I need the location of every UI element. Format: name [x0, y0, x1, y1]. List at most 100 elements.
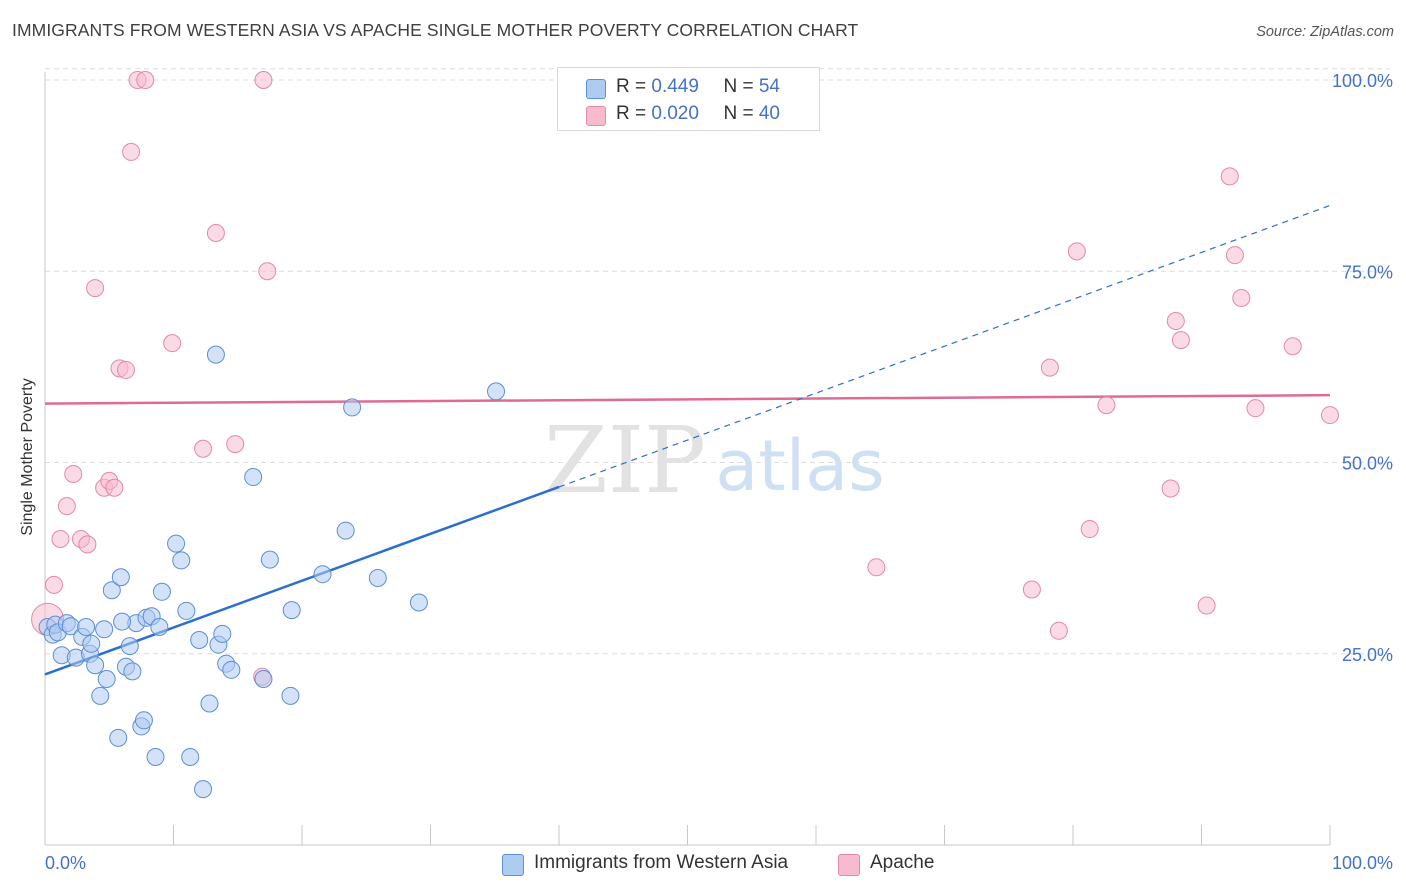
grid-layer [45, 68, 1390, 655]
r-value: 0.449 [651, 76, 699, 97]
western-asia-point [368, 569, 387, 588]
western-asia-point [152, 582, 171, 601]
x-tick-label: 0.0% [45, 853, 86, 873]
apache-point [136, 71, 155, 89]
apache-point [254, 71, 273, 89]
apache-point [1232, 289, 1251, 308]
western-asia-point [336, 521, 355, 540]
western-asia-point [146, 748, 165, 767]
western-asia-point [177, 601, 196, 620]
western-asia-point [97, 669, 116, 688]
western-asia-point [113, 612, 132, 631]
apache-point [1040, 358, 1059, 377]
apache-point [122, 142, 141, 161]
western-asia-point [200, 694, 219, 713]
apache-point [105, 478, 124, 497]
r-label: R = [616, 76, 652, 97]
western-asia-point [190, 630, 209, 649]
source-label: Source: ZipAtlas.com [1256, 24, 1394, 40]
apache-points [31, 71, 1339, 686]
western-asia-point [260, 550, 279, 569]
watermark-zip: ZIP [544, 407, 706, 514]
y-tick-label: 75.0% [1342, 262, 1393, 282]
western-asia-point [254, 669, 273, 688]
r-value: 0.020 [651, 103, 699, 124]
apache-point [1097, 396, 1116, 415]
western-asia-point [111, 568, 130, 587]
western-asia-trend-extension [558, 204, 1331, 488]
western-asia-point [95, 620, 114, 639]
apache-point [1171, 331, 1190, 350]
n-label: N = [723, 76, 759, 97]
apache-point [1166, 311, 1185, 330]
western-asia-point [91, 686, 110, 705]
apache-point [194, 439, 213, 458]
legend-swatch-pink [838, 854, 860, 876]
western-asia-point [194, 780, 213, 799]
western-asia-point [82, 634, 101, 653]
western-asia-point [102, 581, 121, 600]
western-asia-points [38, 345, 506, 799]
apache-point [1022, 580, 1041, 599]
western-asia-point [172, 551, 191, 570]
legend-swatch-blue [586, 79, 606, 99]
western-asia-point [244, 468, 263, 487]
apache-point [206, 224, 225, 242]
apache-point [44, 575, 63, 594]
x-tick-label: 100.0% [1332, 853, 1393, 873]
western-asia-point [487, 382, 506, 401]
legend-swatch-pink [586, 106, 606, 126]
western-asia-point [282, 601, 301, 620]
apache-point [116, 360, 135, 379]
western-asia-point [123, 662, 142, 681]
watermark: ZIP atlas [544, 407, 885, 514]
western-asia-point [206, 345, 225, 364]
western-asia-point [222, 660, 241, 679]
western-asia-point [86, 656, 105, 675]
correlation-legend: R = 0.449 N = 54 R = 0.020 N = 40 [557, 67, 820, 131]
apache-point [226, 435, 245, 454]
apache-point [1067, 242, 1086, 261]
western-asia-point [134, 711, 153, 730]
apache-trend-line [44, 393, 1331, 405]
apache-point [1321, 406, 1339, 425]
legend-label: Immigrants from Western Asia [534, 852, 789, 873]
y-tick-label: 50.0% [1342, 454, 1393, 474]
apache-point [867, 558, 886, 577]
apache-point [86, 279, 105, 298]
n-value: 54 [758, 76, 780, 97]
apache-point [1220, 167, 1239, 186]
y-tick-label: 100.0% [1332, 71, 1393, 91]
western-asia-point [281, 686, 300, 705]
apache-point [1197, 596, 1216, 615]
western-asia-point [181, 748, 200, 767]
n-value: 40 [758, 103, 780, 124]
apache-point [1161, 479, 1180, 498]
apache-point [1080, 520, 1099, 539]
r-label: R = [616, 103, 652, 124]
y-axis-title: Single Mother Poverty [19, 378, 36, 536]
western-asia-point [77, 617, 96, 636]
apache-point [51, 530, 70, 548]
western-asia-point [213, 624, 232, 643]
apache-point [64, 464, 83, 483]
western-asia-point [109, 728, 128, 747]
n-label: N = [723, 103, 759, 124]
western-asia-point [313, 565, 332, 584]
apache-point [1225, 246, 1244, 265]
apache-point [78, 535, 97, 554]
tick-labels: 25.0% 50.0% 75.0% 100.0% 0.0% 100.0% [45, 71, 1393, 873]
y-tick-label: 25.0% [1342, 645, 1393, 665]
western-asia-point [409, 593, 428, 612]
apache-point [258, 262, 277, 281]
legend-swatch-blue [502, 854, 524, 876]
apache-point [57, 497, 76, 516]
apache-point [1049, 621, 1068, 640]
apache-point [1246, 399, 1265, 418]
western-asia-point [120, 637, 139, 656]
legend-label: Apache [870, 852, 935, 873]
chart-title: IMMIGRANTS FROM WESTERN ASIA VS APACHE S… [12, 20, 859, 40]
axis-layer [44, 72, 1331, 846]
watermark-atlas: atlas [715, 425, 884, 507]
